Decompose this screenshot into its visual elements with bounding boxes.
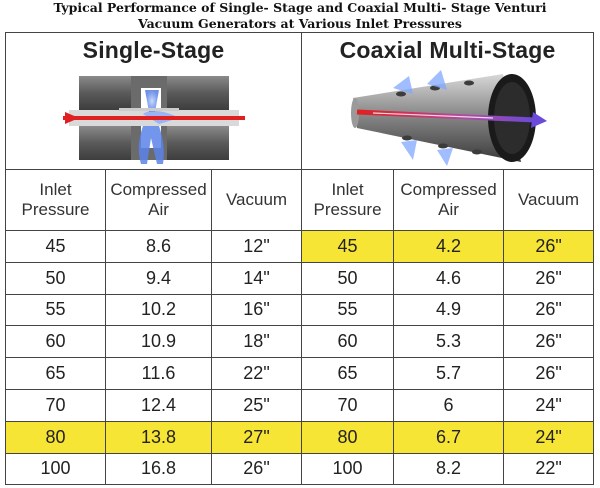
air-header-line1: Compressed [110,180,207,199]
table-row: 100 16.8 26" 100 8.2 22" [5,452,595,486]
coaxial-air-cell: 5.7 [393,357,505,390]
inlet-header-line2: Pressure [21,200,90,219]
single-inlet-cell: 65 [5,357,106,390]
air-header-line1: Compressed [400,180,497,199]
single-stage-venturi-icon [62,75,245,164]
single-vacuum-cell: 27" [210,420,303,454]
single-air-cell: 11.6 [105,357,212,390]
single-air-cell: 8.6 [105,230,212,263]
table-row: 50 9.4 14" 50 4.6 26" [5,261,595,295]
single-vacuum-header: Vacuum [210,169,303,231]
coaxial-vacuum-header: Vacuum [503,169,595,231]
single-vacuum-cell: 14" [210,261,303,295]
table-row: 55 10.2 16" 55 4.9 26" [5,293,595,327]
coaxial-air-cell: 6 [393,388,505,422]
single-vacuum-cell: 12" [210,230,303,263]
single-air-cell: 12.4 [105,388,212,422]
coaxial-multistage-venturi-icon [350,69,547,166]
coaxial-inlet-header: Inlet Pressure [301,169,395,231]
page-title: Typical Performance of Single- Stage and… [0,0,600,32]
coaxial-vacuum-cell: 24" [503,420,595,454]
column-header-row: Inlet Pressure Compressed Air Vacuum Inlet… [5,169,595,231]
coaxial-air-header: Compressed Air [393,169,505,231]
table-row: 60 10.9 18" 60 5.3 26" [5,325,595,359]
coaxial-inlet-cell: 65 [301,357,395,390]
table-row: 70 12.4 25" 70 6 24" [5,388,595,422]
coaxial-inlet-cell: 55 [301,293,395,327]
coaxial-inlet-cell: 60 [301,325,395,359]
coaxial-vacuum-cell: 26" [503,293,595,327]
single-stage-title: Single-Stage [82,36,225,63]
air-header-line2: Air [148,200,169,219]
inlet-header-line2: Pressure [313,200,382,219]
single-vacuum-cell: 18" [210,325,303,359]
single-air-header: Compressed Air [105,169,212,231]
coaxial-stage-title: Coaxial Multi-Stage [339,36,556,63]
coaxial-air-cell: 8.2 [393,452,505,486]
single-air-cell: 10.9 [105,325,212,359]
coaxial-vacuum-cell: 26" [503,230,595,263]
coaxial-vacuum-cell: 26" [503,261,595,295]
performance-table: Single-Stage [4,32,595,486]
coaxial-vacuum-cell: 26" [503,325,595,359]
single-inlet-cell: 60 [5,325,106,359]
single-vacuum-cell: 22" [210,357,303,390]
single-air-cell: 13.8 [105,420,212,454]
single-inlet-cell: 50 [5,261,106,295]
coaxial-air-cell: 4.6 [393,261,505,295]
title-line-2: Vacuum Generators at Various Inlet Press… [138,16,462,31]
single-vacuum-cell: 16" [210,293,303,327]
coaxial-air-cell: 4.2 [393,230,505,263]
air-header-line2: Air [438,200,459,219]
single-inlet-cell: 100 [5,452,106,486]
table-body: 45 8.6 12" 45 4.2 26" 50 9.4 14" 50 4.6 26" 55 10.2 16… [5,230,595,486]
single-air-cell: 10.2 [105,293,212,327]
coaxial-air-cell: 6.7 [393,420,505,454]
single-inlet-cell: 45 [5,230,106,263]
coaxial-inlet-cell: 80 [301,420,395,454]
inlet-header-line1: Inlet [39,180,72,199]
inlet-header-line1: Inlet [331,180,364,199]
single-air-cell: 9.4 [105,261,212,295]
coaxial-vacuum-cell: 24" [503,388,595,422]
coaxial-inlet-cell: 100 [301,452,395,486]
coaxial-stage-header: Coaxial Multi-Stage [301,32,595,170]
title-line-1: Typical Performance of Single- Stage and… [53,0,547,15]
single-stage-header: Single-Stage [4,32,303,170]
single-vacuum-cell: 25" [210,388,303,422]
single-inlet-cell: 70 [5,388,106,422]
table-row: 45 8.6 12" 45 4.2 26" [5,230,595,263]
single-inlet-header: Inlet Pressure [5,169,106,231]
single-inlet-cell: 55 [5,293,106,327]
coaxial-air-cell: 5.3 [393,325,505,359]
single-air-cell: 16.8 [105,452,212,486]
single-vacuum-cell: 26" [210,452,303,486]
coaxial-vacuum-cell: 26" [503,357,595,390]
coaxial-vacuum-cell: 22" [503,452,595,486]
coaxial-air-cell: 4.9 [393,293,505,327]
coaxial-inlet-cell: 50 [301,261,395,295]
table-row: 80 13.8 27" 80 6.7 24" [5,420,595,454]
coaxial-inlet-cell: 45 [301,230,395,263]
single-inlet-cell: 80 [5,420,106,454]
table-row: 65 11.6 22" 65 5.7 26" [5,357,595,390]
section-header-row: Single-Stage [4,32,595,170]
coaxial-inlet-cell: 70 [301,388,395,422]
